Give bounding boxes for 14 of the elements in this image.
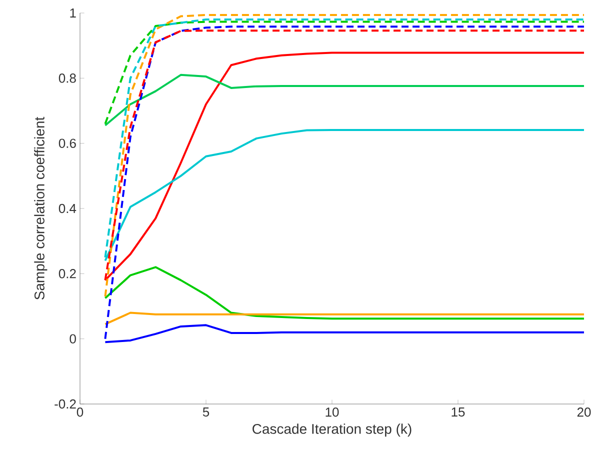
y-tick-label: 0 — [70, 334, 76, 344]
y-tick-label: 0.2 — [58, 269, 76, 278]
y-axis-title: Sample correlation coefficient — [34, 116, 48, 300]
y-tick-label: 0.8 — [58, 74, 76, 83]
x-axis-title: Cascade Iteration step (k) — [252, 424, 412, 437]
x-tick-label: 0 — [76, 408, 84, 417]
x-tick-label: 15 — [452, 408, 465, 417]
x-tick-label: 20 — [577, 408, 591, 417]
y-tick-label: 0.6 — [58, 138, 76, 148]
y-tick-label: 0.4 — [58, 204, 76, 214]
x-tick-label: 5 — [202, 408, 210, 417]
y-tick-label: 1 — [70, 8, 76, 18]
y-tick-label: -0.2 — [54, 399, 76, 409]
x-tick-label: 10 — [326, 408, 339, 417]
